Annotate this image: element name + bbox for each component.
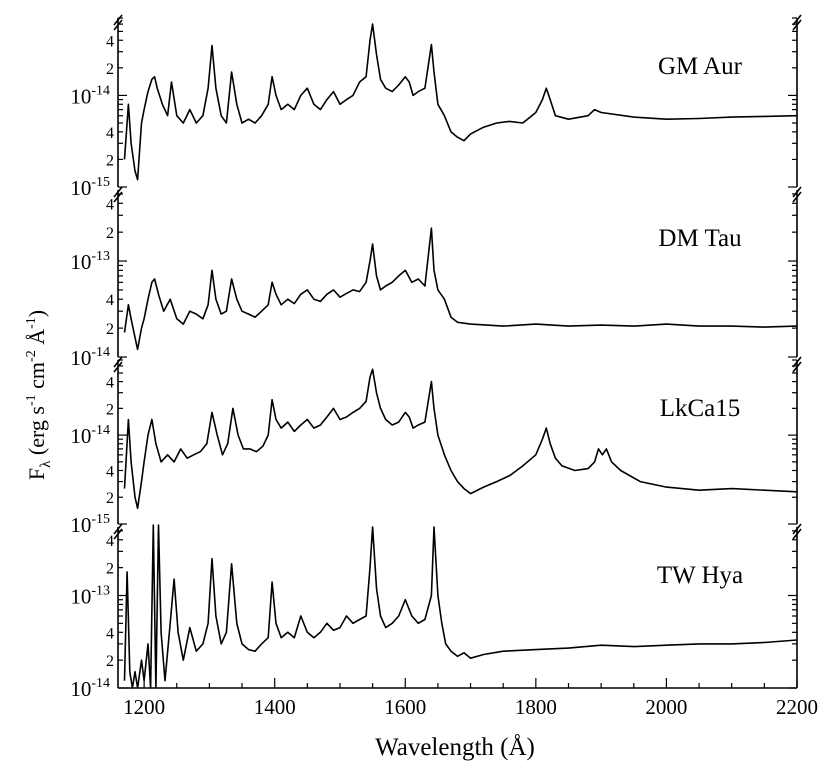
panel-names: GM Aur DM Tau LkCa15 TW Hya [657,53,743,589]
y-tick-base: 10 [70,176,91,200]
y-tick-exponent: -13 [91,583,110,598]
y-tick-label: 4 [106,375,114,392]
y-tick-label: 2 [106,653,114,670]
y-tick-label: 10-14 [70,83,110,108]
y-tick-label: 10-13 [70,249,110,274]
axis-break-mark [792,19,802,31]
y-tick-label: 2 [106,401,114,418]
y-tick-exponent: -15 [91,512,110,527]
spectrum-line-tw-hya [123,524,798,689]
x-axis-label: Wavelength (Å) [375,734,535,761]
ylabel-exp1: -1 [24,394,39,406]
y-tick-label: 4 [106,292,114,309]
y-tick-label: 2 [106,225,114,242]
ylabel-exp2: -2 [24,350,39,362]
axis-break-mark [792,14,802,26]
axis-break-mark [113,523,123,535]
axis-break-mark [792,523,802,535]
axis-break-mark [792,186,802,198]
axis-break-mark [113,19,123,31]
y-tick-base: 10 [70,84,91,108]
y-tick-label: 10-14 [70,345,110,370]
y-tick-base: 10 [70,584,91,608]
panel-name-lkca15: LkCa15 [660,395,741,422]
axis-break-mark [792,191,802,203]
ylabel-cm: cm [24,362,49,394]
spectrum-line-gm-aur [123,23,798,181]
y-axis-label: Fλ (erg s-1 cm-2 Å-1) [24,310,54,480]
y-tick-label: 10-14 [70,676,110,701]
ylabel-close: ) [24,310,49,317]
y-tick-exponent: -14 [91,345,110,360]
axis-break-mark [113,361,123,373]
y-tick-label: 4 [106,625,114,642]
y-tick-exponent: -14 [91,423,110,438]
y-tick-exponent: -14 [91,676,110,691]
y-tick-exponent: -13 [91,249,110,264]
axis-break-mark [113,356,123,368]
ylabel-sub: λ [38,460,54,468]
y-tick-exponent: -15 [91,175,110,190]
x-tick-label: 1200 [123,695,165,719]
panel-name-tw-hya: TW Hya [657,562,743,589]
y-tick-label: 10-15 [70,175,110,200]
y-tick-label: 4 [106,196,114,213]
spectrum-line-lkca15 [123,368,798,510]
ylabel-rest: (erg s [24,406,49,461]
panel-name-dm-tau: DM Tau [658,225,742,252]
y-tick-base: 10 [70,250,91,274]
axis-break-mark [792,528,802,540]
ylabel-angstrom: Å [24,329,49,351]
y-tick-label: 4 [106,125,114,142]
axis-break-mark [113,186,123,198]
y-tick-base: 10 [70,346,91,370]
y-tick-label: 10-13 [70,583,110,608]
x-tick-label: 2200 [776,695,818,719]
y-tick-label: 2 [106,152,114,169]
y-axes: 10-152410-142410-142410-132410-152410-14… [70,17,797,701]
spectrum-curves [123,23,798,689]
y-tick-label: 2 [106,321,114,338]
axis-break-mark [113,14,123,26]
panel-name-gm-aur: GM Aur [658,53,743,80]
y-tick-label: 2 [106,490,114,507]
x-axis: 1200 1400 1600 1800 2000 2200 [118,678,818,719]
y-tick-label: 2 [106,61,114,78]
y-tick-label: 10-15 [70,512,110,537]
axis-break-mark [792,356,802,368]
x-tick-label: 1600 [384,695,426,719]
x-tick-label: 2000 [645,695,687,719]
ylabel-main: F [24,468,49,480]
y-tick-label: 10-14 [70,423,110,448]
axis-break-mark [792,361,802,373]
y-tick-label: 4 [106,533,114,550]
y-tick-label: 4 [106,463,114,480]
y-tick-base: 10 [70,677,91,701]
y-tick-exponent: -14 [91,83,110,98]
y-tick-label: 4 [106,33,114,50]
y-tick-base: 10 [70,513,91,537]
x-tick-label: 1800 [515,695,557,719]
spectrum-line-dm-tau [123,227,798,351]
y-tick-label: 2 [106,561,114,578]
y-tick-base: 10 [70,424,91,448]
x-tick-label: 1400 [254,695,296,719]
ylabel-exp3: -1 [24,317,39,329]
